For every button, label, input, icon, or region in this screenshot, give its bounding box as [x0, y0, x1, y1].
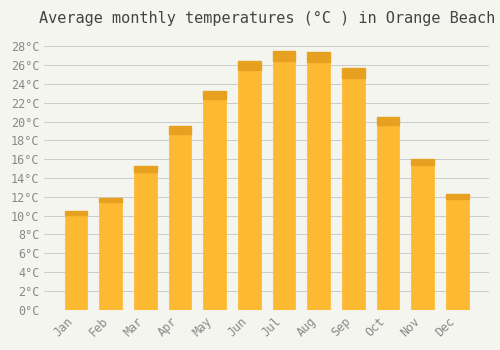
Bar	[168, 126, 192, 310]
Bar	[238, 61, 260, 310]
Bar	[238, 61, 260, 70]
Bar	[100, 198, 122, 202]
Bar	[64, 211, 87, 215]
Bar	[168, 126, 192, 134]
Bar	[342, 68, 364, 310]
Bar	[64, 211, 87, 310]
Bar	[308, 52, 330, 310]
Bar	[342, 68, 364, 78]
Bar	[204, 91, 226, 99]
Bar	[134, 166, 156, 310]
Bar	[377, 117, 400, 125]
Bar	[308, 52, 330, 62]
Bar	[412, 159, 434, 165]
Bar	[377, 117, 400, 310]
Bar	[134, 166, 156, 172]
Title: Average monthly temperatures (°C ) in Orange Beach: Average monthly temperatures (°C ) in Or…	[38, 11, 495, 26]
Bar	[272, 51, 295, 62]
Bar	[446, 194, 468, 310]
Bar	[204, 91, 226, 310]
Bar	[272, 51, 295, 310]
Bar	[412, 159, 434, 310]
Bar	[100, 198, 122, 310]
Bar	[446, 194, 468, 199]
